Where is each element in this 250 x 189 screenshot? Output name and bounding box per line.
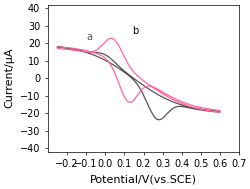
X-axis label: Potential/V(vs.SCE): Potential/V(vs.SCE) <box>90 175 196 185</box>
Text: a: a <box>86 32 92 42</box>
Text: b: b <box>132 26 138 36</box>
Y-axis label: Current/μA: Current/μA <box>4 48 14 108</box>
